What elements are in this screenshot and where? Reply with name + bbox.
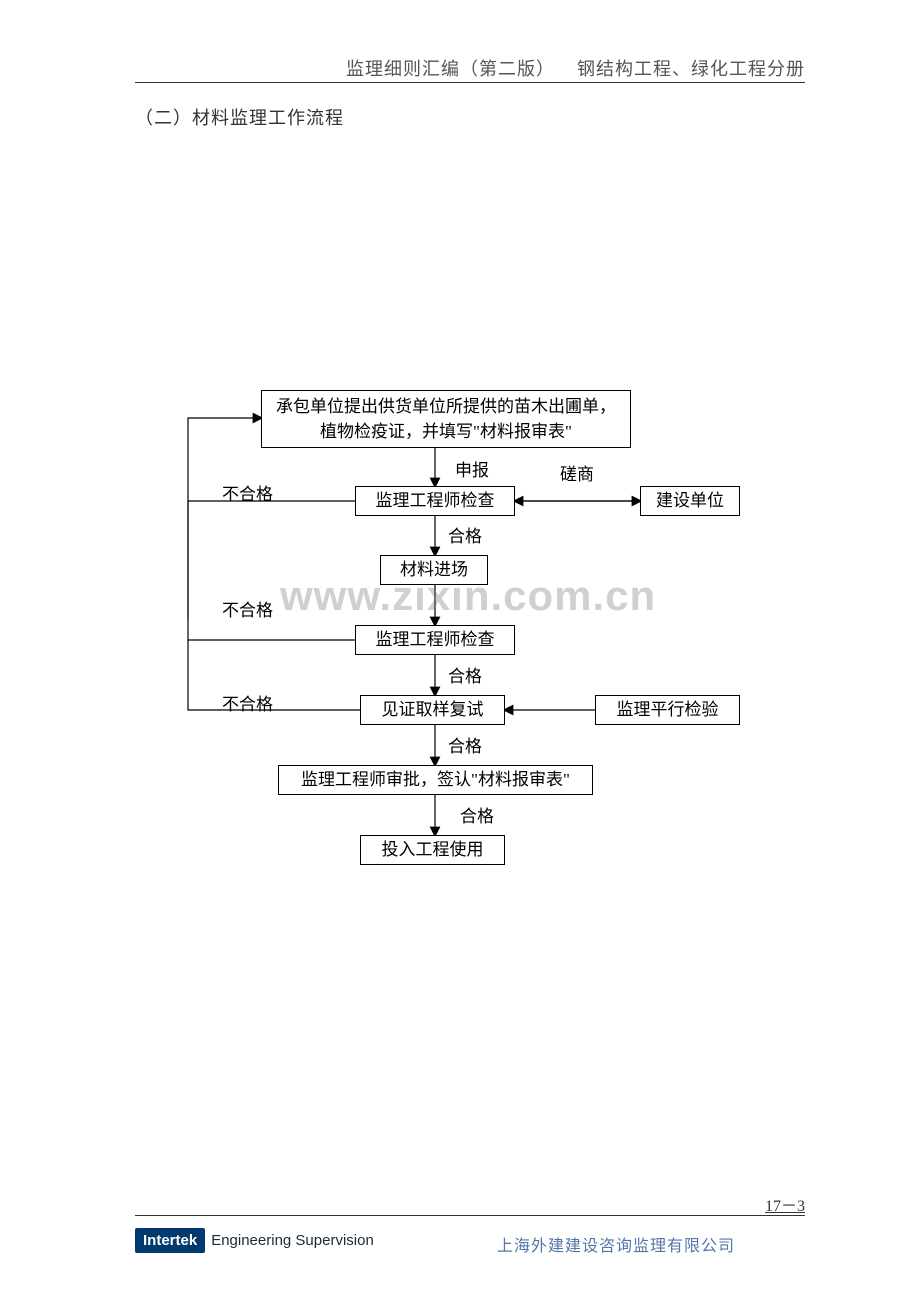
edge-label: 不合格 — [222, 596, 273, 621]
flowchart-node: 承包单位提出供货单位所提供的苗木出圃单，植物检疫证，并填写"材料报审表" — [261, 390, 631, 448]
edge-label: 磋商 — [560, 460, 594, 485]
edge-label: 合格 — [448, 522, 482, 547]
flowchart-node: 见证取样复试 — [360, 695, 505, 725]
edge-label: 申报 — [455, 456, 489, 481]
footer-rule — [135, 1215, 805, 1216]
document-page: 监理细则汇编（第二版） 钢结构工程、绿化工程分册 （二）材料监理工作流程 www… — [0, 0, 920, 1302]
flowchart-node: 监理平行检验 — [595, 695, 740, 725]
edge-label: 不合格 — [222, 690, 273, 715]
footer-company: 上海外建建设咨询监理有限公司 — [497, 1232, 735, 1256]
flowchart: www.zixin.com.cn 承包单位提出供货单位所提供的苗木出圃单，植物检… — [0, 390, 920, 930]
header-right-text: 钢结构工程、绿化工程分册 — [577, 59, 805, 79]
flowchart-node: 材料进场 — [380, 555, 488, 585]
edge-label: 合格 — [448, 732, 482, 757]
flowchart-node: 建设单位 — [640, 486, 740, 516]
edge-label: 合格 — [460, 802, 494, 827]
header-rule — [135, 82, 805, 83]
page-header: 监理细则汇编（第二版） 钢结构工程、绿化工程分册 — [346, 55, 805, 81]
page-number: 17－3 — [765, 1192, 805, 1216]
edge-label: 合格 — [448, 662, 482, 687]
header-left-text: 监理细则汇编（第二版） — [346, 59, 555, 79]
section-title: （二）材料监理工作流程 — [135, 104, 344, 130]
logo-text: Engineering Supervision — [211, 1232, 374, 1249]
flowchart-node: 投入工程使用 — [360, 835, 505, 865]
flowchart-node: 监理工程师审批，签认"材料报审表" — [278, 765, 593, 795]
edge-label: 不合格 — [222, 480, 273, 505]
logo-badge: Intertek — [135, 1228, 205, 1253]
flowchart-node: 监理工程师检查 — [355, 625, 515, 655]
footer-logo: Intertek Engineering Supervision — [135, 1228, 374, 1253]
flowchart-node: 监理工程师检查 — [355, 486, 515, 516]
